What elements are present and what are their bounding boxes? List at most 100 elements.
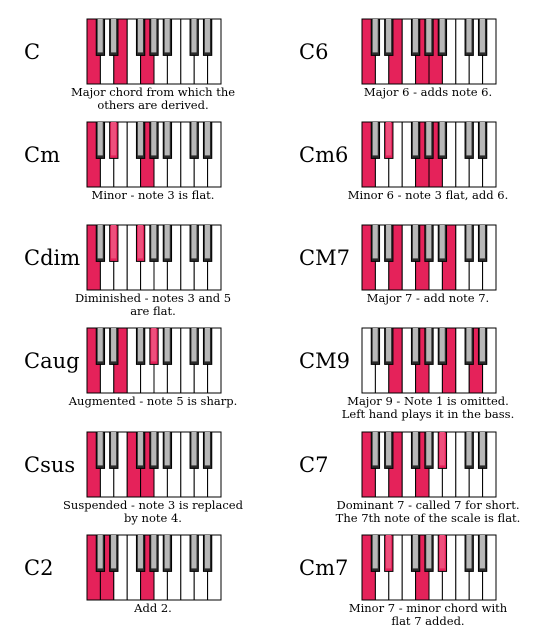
black-key: [202, 18, 213, 56]
black-key: [477, 224, 488, 262]
black-key: [477, 327, 488, 365]
black-key: [424, 121, 434, 159]
black-key: [370, 327, 381, 365]
chord-caption: Major 6 - adds note 6.: [363, 85, 493, 99]
black-key: [424, 327, 434, 365]
black-key: [464, 534, 474, 572]
chord-name: C7: [299, 453, 329, 477]
chord-cell-cm9: CM9 Major 9 - Note 1 is omitted. Left han…: [275, 327, 533, 427]
black-key: [370, 534, 381, 572]
piano-keyboard-diagram: [361, 224, 497, 291]
chord-cell-c2: C2 Add 2.: [0, 534, 270, 634]
black-key: [109, 534, 119, 572]
black-key: [135, 327, 146, 365]
piano-keyboard-diagram: [86, 121, 222, 188]
chord-caption: Minor 6 - note 3 flat, add 6.: [347, 188, 509, 202]
black-key: [149, 534, 159, 572]
black-key: [410, 431, 421, 469]
black-key: [149, 18, 159, 56]
chord-caption: Suspended - note 3 is replaced by note 4…: [63, 498, 243, 525]
piano-keyboard-diagram: [361, 534, 497, 601]
chord-cell-cm: Cm Minor - note 3 is flat.: [0, 121, 270, 221]
piano-keyboard-diagram: [361, 431, 497, 498]
black-key: [162, 534, 173, 572]
black-key: [189, 224, 199, 262]
black-key: [189, 534, 199, 572]
black-key: [202, 327, 213, 365]
black-key: [189, 121, 199, 159]
chord-cell-csus: Csus Suspended - note 3 is replaced by no…: [0, 431, 270, 531]
chord-caption: Dominant 7 - called 7 for short. The 7th…: [335, 498, 521, 525]
black-key: [202, 121, 213, 159]
black-key: [437, 18, 448, 56]
black-key: [109, 327, 119, 365]
chord-cell-cm7: Cm7 Minor 7 - minor chord with flat 7 add…: [275, 534, 533, 634]
black-key: [464, 327, 474, 365]
black-key: [410, 534, 421, 572]
black-key: [424, 431, 434, 469]
black-key: [370, 224, 381, 262]
black-key: [135, 534, 146, 572]
black-key: [464, 18, 474, 56]
black-key: [410, 18, 421, 56]
black-key: [477, 431, 488, 469]
black-key: [410, 121, 421, 159]
black-key: [149, 224, 159, 262]
chord-cell-c6: C6 Major 6 - adds note 6.: [275, 18, 533, 118]
black-key: [437, 224, 448, 262]
black-key: [189, 18, 199, 56]
chord-name: C6: [299, 40, 329, 64]
chord-cell-c: C Major chord from which the others are d…: [0, 18, 270, 118]
chord-caption: Major 7 - add note 7.: [366, 291, 490, 305]
black-key: [189, 327, 199, 365]
black-key: [410, 224, 421, 262]
black-key-highlighted: [109, 224, 119, 262]
piano-keyboard-diagram: [86, 224, 222, 291]
chord-cell-c7: C7 Dominant 7 - called 7 for short. The 7…: [275, 431, 533, 531]
chord-name: Cm7: [299, 556, 349, 580]
black-key: [464, 121, 474, 159]
black-key-highlighted: [149, 327, 159, 365]
black-key: [202, 534, 213, 572]
black-key: [135, 121, 146, 159]
black-key: [384, 18, 394, 56]
piano-keyboard-diagram: [361, 327, 497, 394]
piano-keyboard-diagram: [86, 534, 222, 601]
black-key: [437, 121, 448, 159]
piano-keyboard-diagram: [86, 18, 222, 85]
black-key: [189, 431, 199, 469]
black-key: [95, 18, 106, 56]
chord-name: CM9: [299, 349, 350, 373]
piano-keyboard-diagram: [86, 327, 222, 394]
black-key: [477, 121, 488, 159]
chord-name: Csus: [24, 453, 76, 477]
black-key: [370, 431, 381, 469]
black-key: [384, 431, 394, 469]
chord-caption: Major chord from which the others are de…: [70, 85, 236, 112]
black-key: [384, 224, 394, 262]
black-key: [370, 121, 381, 159]
black-key-highlighted: [384, 121, 394, 159]
chord-name: C: [24, 40, 41, 64]
black-key: [95, 327, 106, 365]
chord-caption: Add 2.: [134, 601, 172, 615]
chord-name: Cm6: [299, 143, 349, 167]
piano-keyboard-diagram: [361, 121, 497, 188]
black-key-highlighted: [384, 534, 394, 572]
black-key: [95, 431, 106, 469]
chord-caption: Minor - note 3 is flat.: [91, 188, 215, 202]
chord-cell-cm6: Cm6 Minor 6 - note 3 flat, add 6.: [275, 121, 533, 221]
black-key: [477, 534, 488, 572]
black-key: [384, 327, 394, 365]
black-key: [95, 121, 106, 159]
black-key: [162, 224, 173, 262]
chord-caption: Major 9 - Note 1 is omitted. Left hand p…: [341, 394, 515, 421]
chord-name: Cm: [24, 143, 60, 167]
black-key: [109, 18, 119, 56]
black-key: [410, 327, 421, 365]
chord-name: C2: [24, 556, 54, 580]
black-key: [162, 18, 173, 56]
black-key: [370, 18, 381, 56]
black-key: [149, 121, 159, 159]
